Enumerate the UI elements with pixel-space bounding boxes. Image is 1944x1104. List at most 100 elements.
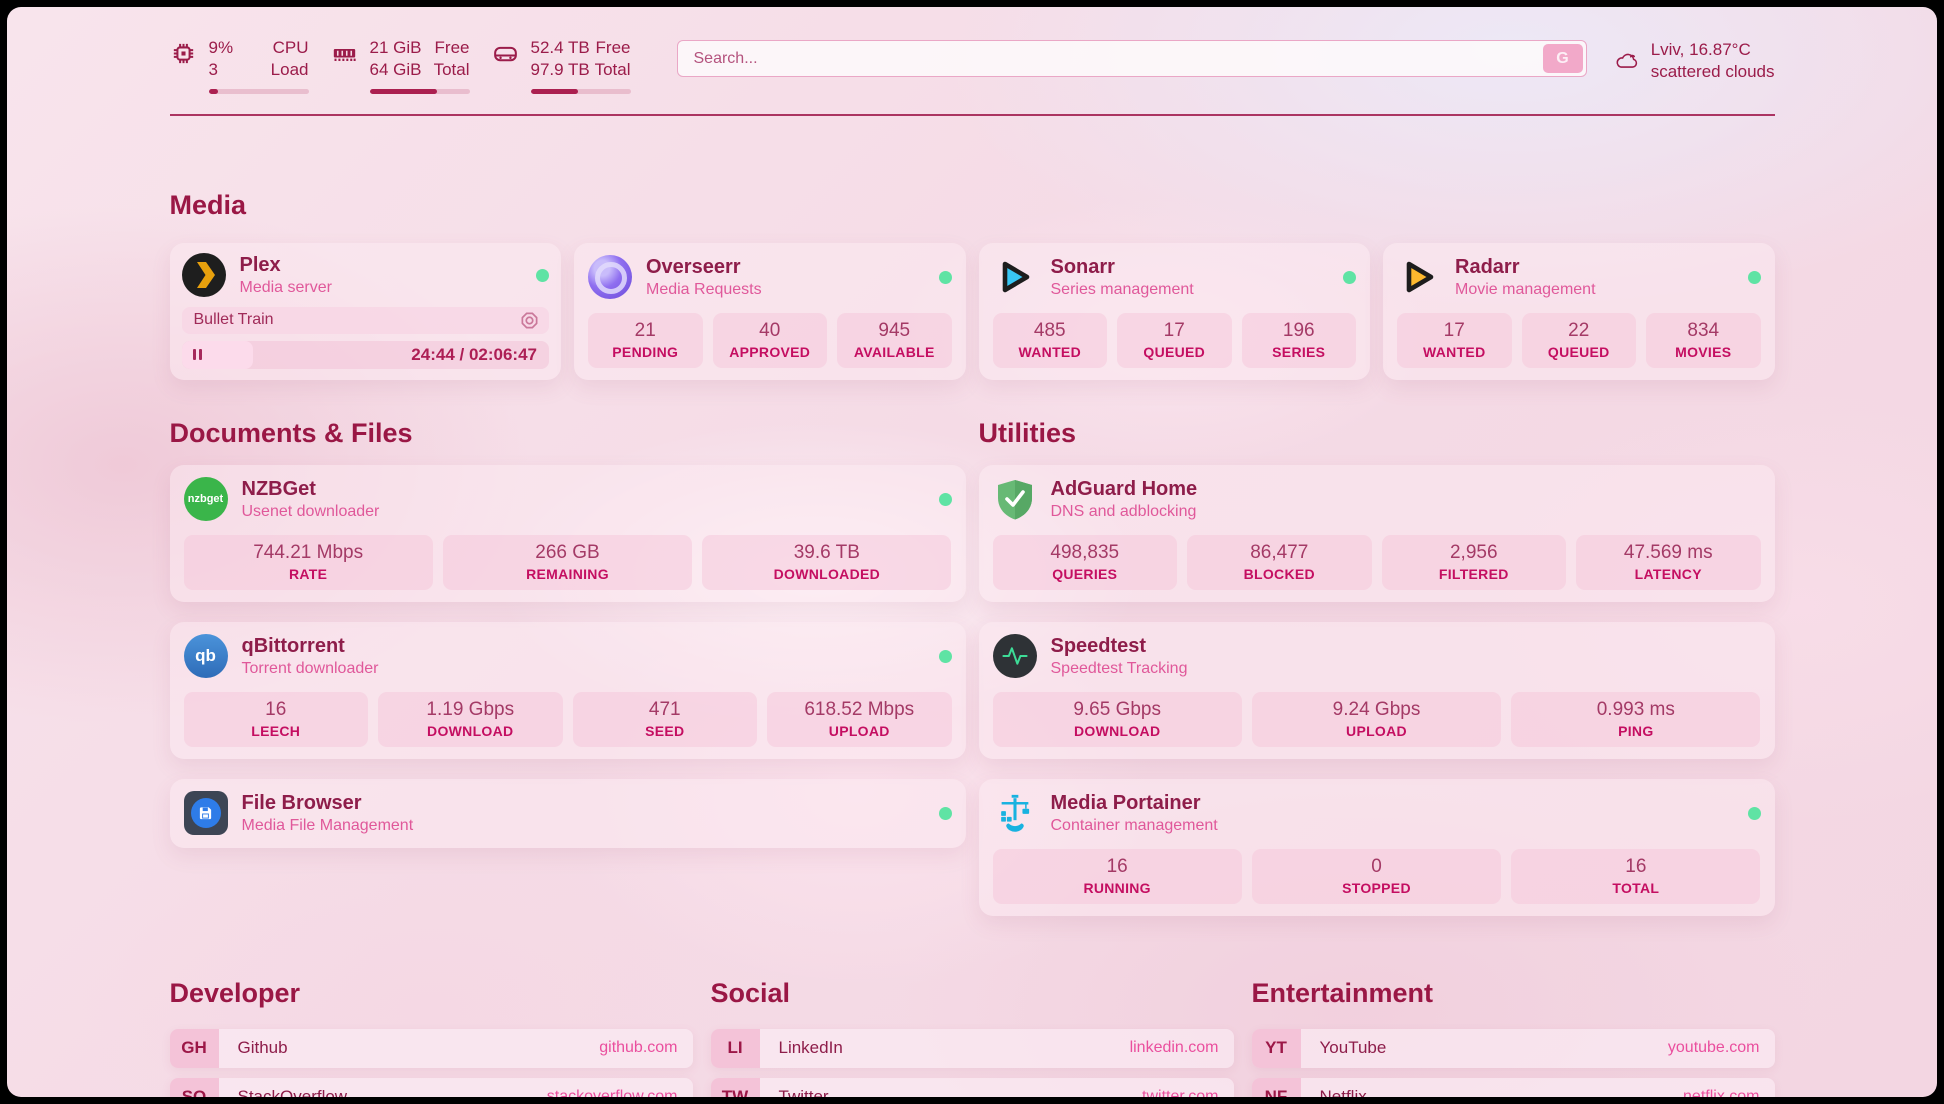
stat-box: 9.65 Gbps DOWNLOAD <box>992 691 1242 747</box>
status-dot <box>938 806 952 820</box>
section-title-media: Media <box>169 189 247 220</box>
stat-box: 40 APPROVED <box>712 312 827 368</box>
dashboard-content: 9% 3 CPU Load <box>169 7 1775 1097</box>
status-dot <box>1343 270 1356 284</box>
pause-icon[interactable] <box>192 349 202 361</box>
stat-box: 1.19 Gbps DOWNLOAD <box>378 691 563 747</box>
movie-type-icon <box>521 312 538 329</box>
weather-widget: Lviv, 16.87°C scattered clouds <box>1615 39 1775 84</box>
nzbget-link[interactable]: nzbget NZBGet Usenet downloader <box>183 477 952 522</box>
stat-box: 196 SERIES <box>1241 312 1356 368</box>
adguard-icon <box>993 477 1037 521</box>
bookmarks-developer: Developer GH Github github.com SO StackO… <box>169 977 693 1097</box>
bookmark-abbr: TW <box>710 1077 760 1097</box>
stat-box: 485 WANTED <box>992 312 1107 368</box>
search-input[interactable] <box>676 40 1587 77</box>
bookmarks-entertainment: Entertainment YT YouTube youtube.com NF … <box>1251 978 1775 1097</box>
weather-condition: scattered clouds <box>1650 62 1775 82</box>
search-bar: G <box>676 40 1587 77</box>
portainer-link[interactable]: Media Portainer Container management <box>993 791 1761 836</box>
disk-total-label: Total <box>594 60 631 80</box>
disk-free-value: 52.4 TB <box>530 38 590 57</box>
stat-box: 17 QUEUED <box>1117 312 1232 368</box>
middle-columns: Documents & Files nzbget NZBGet Usenet d… <box>169 380 1775 916</box>
playback-time: 24:44 / 02:06:47 <box>411 344 537 364</box>
bookmark-abbr: LI <box>710 1028 760 1068</box>
section-title-developer: Developer <box>169 977 301 1008</box>
bookmark-twitter[interactable]: TW Twitter twitter.com <box>710 1077 1234 1097</box>
overseerr-link[interactable]: Overseerr Media Requests <box>588 255 952 300</box>
speedtest-link[interactable]: Speedtest Speedtest Tracking <box>992 634 1761 679</box>
bookmark-netflix[interactable]: NF Netflix netflix.com <box>1251 1077 1775 1097</box>
cpu-percent: 9% <box>208 38 234 57</box>
service-card-speedtest: Speedtest Speedtest Tracking 9.65 Gbps D… <box>978 621 1775 759</box>
radarr-icon <box>1397 255 1441 299</box>
stat-box: 17 WANTED <box>1397 312 1512 368</box>
section-title-utilities: Utilities <box>978 417 1077 448</box>
service-name: Sonarr <box>1050 255 1115 278</box>
filebrowser-link[interactable]: File Browser Media File Management <box>183 791 952 836</box>
sonarr-link[interactable]: Sonarr Series management <box>993 255 1356 300</box>
plex-link[interactable]: Plex Media server <box>181 253 549 298</box>
qbittorrent-link[interactable]: qb qBittorrent Torrent downloader <box>183 634 952 679</box>
bookmark-github[interactable]: GH Github github.com <box>169 1028 693 1068</box>
bookmark-abbr: NF <box>1251 1077 1301 1097</box>
filebrowser-icon <box>183 791 228 836</box>
now-playing-row: Bullet Train <box>181 306 549 334</box>
playback-progress-bar: 24:44 / 02:06:47 <box>181 340 549 369</box>
bookmark-name: Twitter <box>778 1087 829 1097</box>
stat-box: 0.993 ms PING <box>1511 691 1761 747</box>
memory-total-value: 64 GiB <box>369 60 422 80</box>
stat-box: 16 LEECH <box>183 691 368 747</box>
bookmark-url: github.com <box>599 1039 678 1057</box>
bookmark-name: YouTube <box>1319 1038 1387 1058</box>
service-subtitle: Container management <box>1050 816 1218 834</box>
bookmark-youtube[interactable]: YT YouTube youtube.com <box>1251 1028 1775 1068</box>
service-name: AdGuard Home <box>1050 477 1198 500</box>
memory-free-label: Free <box>434 38 470 57</box>
service-card-overseerr: Overseerr Media Requests 21 PENDING 40 A… <box>574 242 966 380</box>
status-dot <box>1747 270 1761 284</box>
memory-usage-bar <box>369 88 470 94</box>
cpu-label: CPU <box>272 38 309 57</box>
status-dot <box>938 270 952 284</box>
bookmark-abbr: SO <box>169 1077 219 1097</box>
section-title-social: Social <box>710 977 791 1008</box>
section-title-documents: Documents & Files <box>169 417 413 448</box>
search-provider-button[interactable]: G <box>1542 44 1583 73</box>
stat-box: 744.21 Mbps RATE <box>183 534 433 590</box>
service-card-qbittorrent: qb qBittorrent Torrent downloader 16 LEE… <box>169 621 966 759</box>
dashboard-background: 9% 3 CPU Load <box>7 7 1937 1097</box>
adguard-link[interactable]: AdGuard Home DNS and adblocking <box>993 477 1761 522</box>
bookmark-name: Netflix <box>1319 1087 1367 1097</box>
qbittorrent-icon: qb <box>183 634 228 679</box>
header-divider <box>169 113 1775 116</box>
bookmark-linkedin[interactable]: LI LinkedIn linkedin.com <box>710 1028 1234 1068</box>
service-card-nzbget: nzbget NZBGet Usenet downloader 744.21 M… <box>169 464 966 602</box>
service-subtitle: Movie management <box>1455 280 1596 298</box>
stat-box: 498,835 QUERIES <box>992 534 1177 590</box>
status-dot <box>536 268 549 282</box>
service-card-adguard: AdGuard Home DNS and adblocking 498,835 … <box>978 464 1775 602</box>
service-subtitle: Media Requests <box>646 280 762 298</box>
stat-box: 945 AVAILABLE <box>837 312 952 368</box>
cpu-usage-bar <box>208 88 309 94</box>
stat-box: 9.24 Gbps UPLOAD <box>1251 691 1502 747</box>
bookmark-name: LinkedIn <box>778 1038 843 1058</box>
stat-box: 0 STOPPED <box>1251 848 1502 904</box>
bookmark-name: StackOverflow <box>237 1087 348 1097</box>
bookmark-stackoverflow[interactable]: SO StackOverflow stackoverflow.com <box>169 1077 693 1097</box>
documents-column: Documents & Files nzbget NZBGet Usenet d… <box>169 380 966 848</box>
cpu-widget: 9% 3 CPU Load <box>170 37 309 94</box>
cpu-load-label: Load <box>270 60 309 80</box>
bookmark-url: netflix.com <box>1683 1088 1760 1097</box>
service-name: Radarr <box>1455 255 1520 278</box>
stat-box: 266 GB REMAINING <box>442 534 693 590</box>
bookmark-url: youtube.com <box>1667 1039 1760 1057</box>
bookmark-abbr: YT <box>1251 1028 1301 1068</box>
radarr-link[interactable]: Radarr Movie management <box>1397 255 1761 300</box>
bookmark-url: twitter.com <box>1142 1088 1219 1097</box>
overseerr-icon <box>588 255 632 300</box>
service-name: Plex <box>239 253 281 276</box>
